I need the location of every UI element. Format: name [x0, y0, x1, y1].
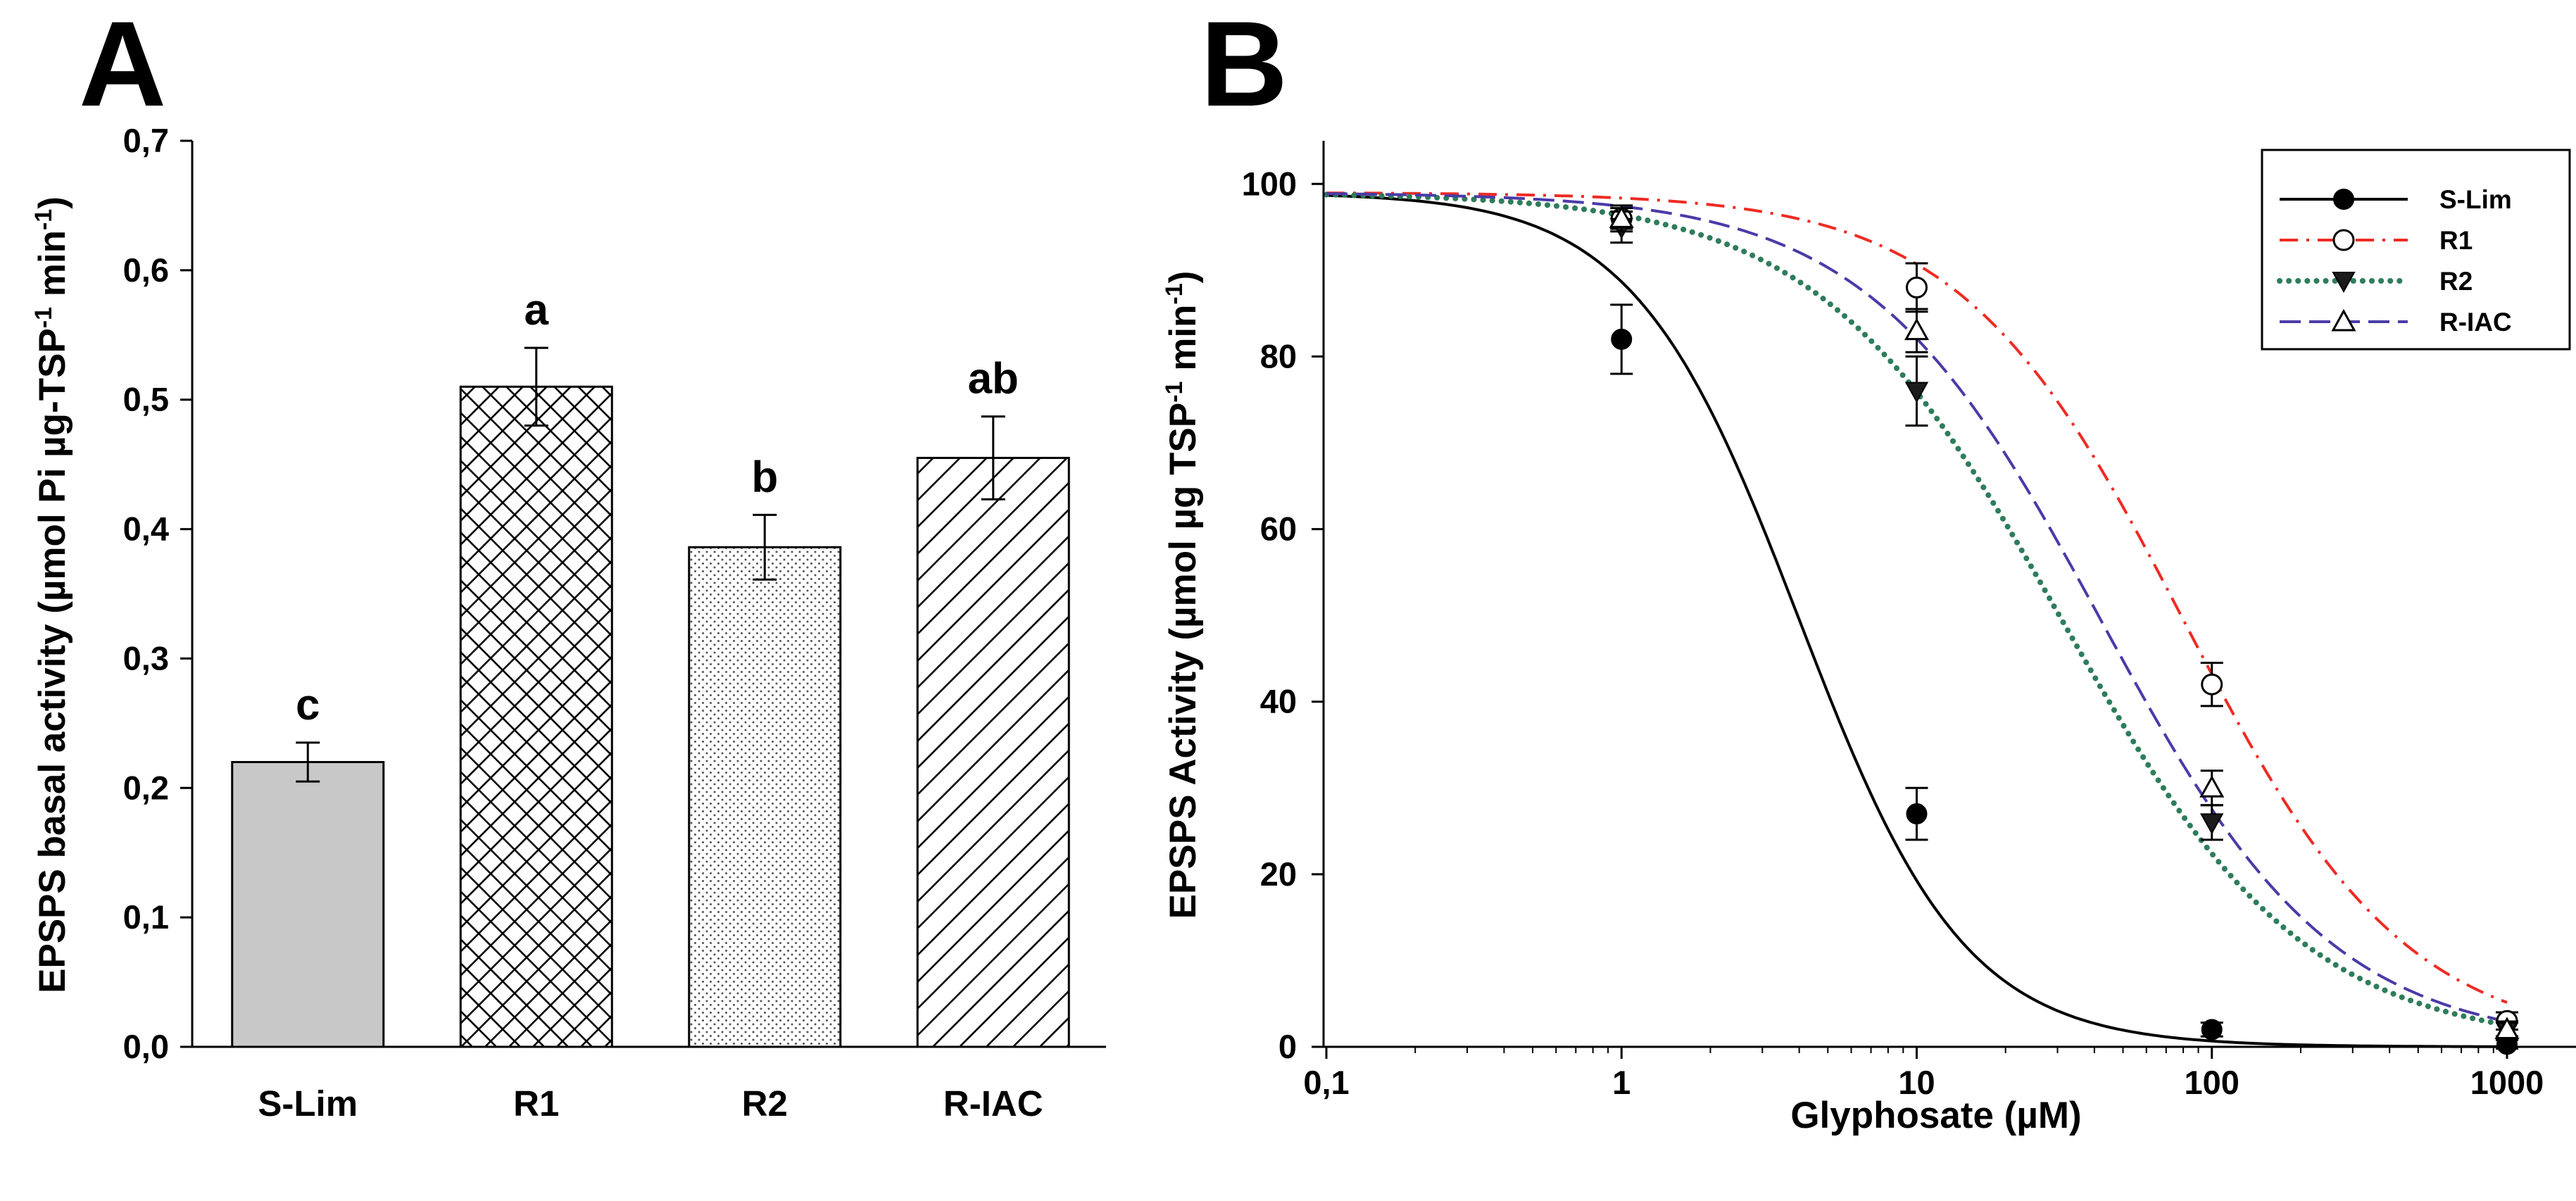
significance-letter: ab: [968, 355, 1019, 403]
panel-a-y-tick-label: 0,1: [123, 898, 169, 936]
data-point-r2: [2200, 813, 2224, 835]
legend-marker-r1: [2332, 229, 2355, 251]
fit-curve-s-lim: [1326, 194, 2507, 1048]
bar-r1: [459, 385, 613, 1048]
significance-letter: c: [296, 681, 320, 729]
panel-b-y-tick-label: 40: [1260, 683, 1297, 720]
panel-a-letter: A: [79, 0, 166, 132]
legend-box: [2261, 149, 2571, 351]
legend-marker-r2: [2332, 272, 2356, 294]
fit-curve-r2: [1324, 191, 2510, 1029]
data-point-r1: [1906, 276, 1928, 298]
significance-letter: b: [751, 453, 778, 501]
bar-r2: [688, 546, 842, 1048]
data-point-s-lim: [1906, 803, 1928, 825]
panel-a-y-axis-title: EPSPS basal activity (µmol Pi µg-TSP-1 m…: [30, 196, 73, 993]
data-point-r-iac: [2494, 1017, 2520, 1039]
data-point-s-lim: [2201, 1019, 2223, 1040]
category-label: R2: [742, 1083, 788, 1124]
data-point-r-iac: [1904, 317, 1930, 341]
bar-r-iac: [916, 456, 1070, 1048]
legend-marker-s-lim: [2333, 189, 2354, 210]
panel-b-y-axis-title: EPSPS Activity (µmol µg TSP-1 min-1): [1161, 271, 1204, 919]
legend-label-s-lim: S-Lim: [2439, 185, 2512, 214]
panel-b-x-tick-label: 10: [1898, 1064, 1935, 1101]
data-point-s-lim: [1611, 328, 1633, 350]
category-label: R1: [513, 1083, 559, 1124]
panel-b-y-tick-label: 60: [1260, 510, 1297, 548]
data-point-r1: [2201, 673, 2223, 696]
panel-b-x-tick-label: 100: [2185, 1064, 2239, 1101]
panel-b-x-tick-label: 1000: [2470, 1064, 2544, 1101]
panel-a-y-tick-label: 0,3: [123, 639, 169, 677]
panel-b-y-tick-label: 20: [1260, 855, 1297, 893]
panel-a-y-tick-label: 0,4: [123, 510, 169, 548]
panel-a-y-tick-label: 0,5: [123, 381, 169, 418]
panel-b-x-tick-label: 1: [1612, 1064, 1631, 1101]
significance-letter: a: [524, 286, 549, 334]
category-label: R-IAC: [943, 1083, 1043, 1124]
fit-curve-r1: [1326, 191, 2508, 1004]
panel-a-y-tick-label: 0,6: [123, 251, 169, 289]
panel-b-y-tick-label: 100: [1242, 165, 1297, 202]
legend-label-r1: R1: [2439, 226, 2473, 255]
data-point-r2: [1904, 382, 1929, 403]
panel-b: B 0 20 40 60 80 100 0,1 1 10 100 1000 Glyphosate (…: [1161, 0, 2576, 1136]
panel-b-x-axis-title: Glyphosate (µM): [1790, 1095, 2081, 1136]
legend-label-r2: R2: [2439, 267, 2473, 296]
panel-a-y-tick-label: 0,0: [123, 1028, 169, 1065]
panel-b-x-tick-label: 0,1: [1303, 1064, 1349, 1101]
panel-a-y-tick-label: 0,7: [123, 122, 169, 159]
panel-b-y-tick-label: 80: [1260, 337, 1297, 375]
panel-b-legend: S-Lim R1 R2 R-IAC: [2261, 149, 2571, 351]
panel-b-letter: B: [1200, 0, 1288, 132]
bar-s-lim: [231, 761, 385, 1048]
legend-label-r-iac: R-IAC: [2439, 308, 2512, 337]
panel-a-y-tick-label: 0,2: [123, 769, 169, 806]
data-point-r-iac: [1609, 206, 1634, 228]
legend-marker-r-iac: [2331, 308, 2356, 332]
data-point-r-iac: [2199, 775, 2225, 798]
category-label: S-Lim: [258, 1083, 358, 1124]
panel-b-y-tick-label: 0: [1278, 1028, 1297, 1065]
